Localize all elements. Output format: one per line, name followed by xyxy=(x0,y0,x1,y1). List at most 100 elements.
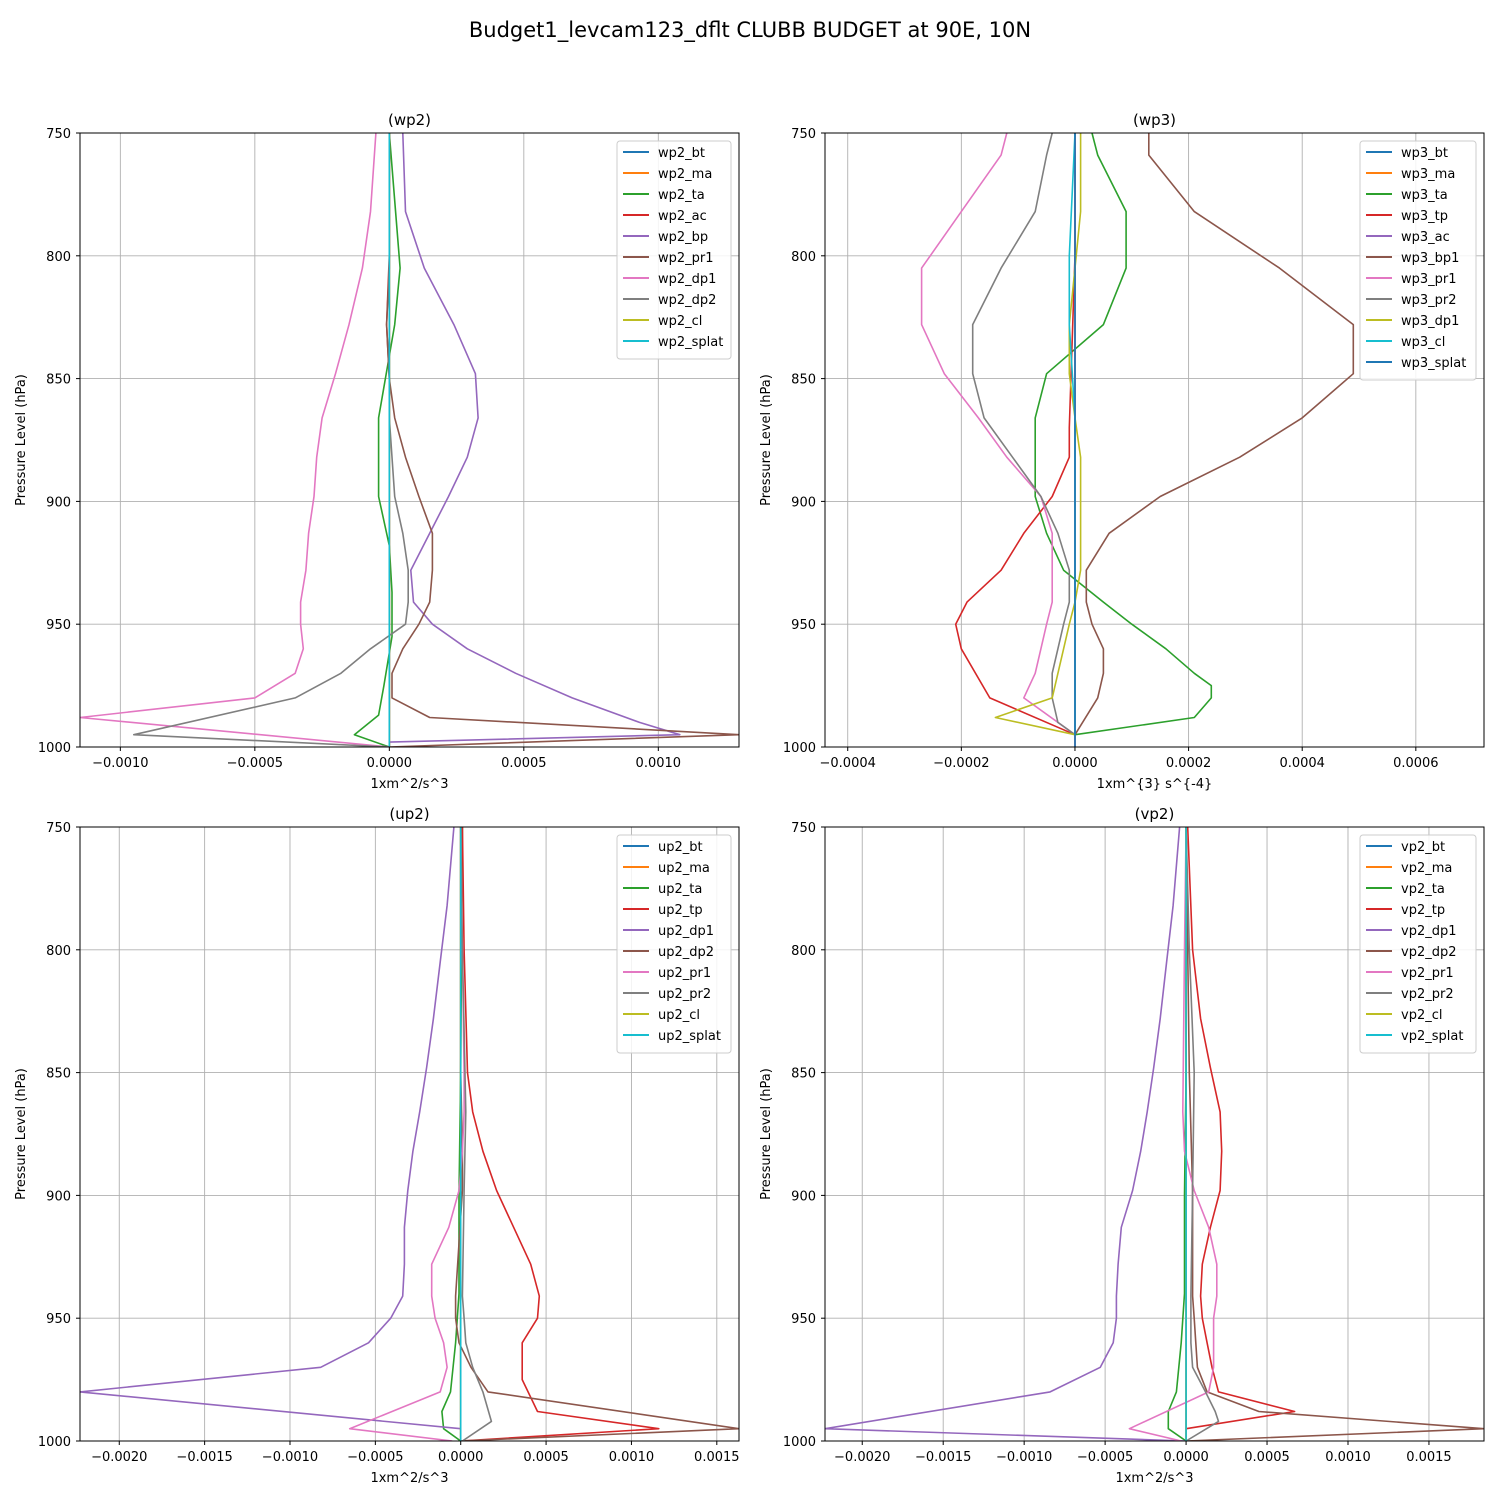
panel-title: (up2) xyxy=(389,805,429,823)
axes-frame xyxy=(824,132,1485,748)
panel-title: (wp3) xyxy=(1133,111,1176,129)
legend: vp2_bt vp2_ma vp2_ta vp2_tp vp2_dp1 vp2_dp2vp… xyxy=(1359,834,1477,1054)
legend: wp3_bt wp3_ma wp3_ta wp3_tp wp3_ac wp3_bp1 wp3… xyxy=(1359,140,1477,381)
x-tick-label: −0.0010 xyxy=(92,756,148,771)
legend-label: vp2_pr2 xyxy=(1401,987,1454,1002)
y-tick-label: 900 xyxy=(46,1189,71,1204)
series-line-up2_pr1 xyxy=(348,827,465,1441)
x-tick-label: 0.0000 xyxy=(367,756,413,771)
x-tick-label: 0.0000 xyxy=(1163,1450,1209,1465)
series-line-vp2_dp1 xyxy=(825,827,1187,1441)
legend-label: vp2_ma xyxy=(1401,861,1452,876)
x-tick-label: 0.0005 xyxy=(501,756,547,771)
x-tick-label: −0.0005 xyxy=(227,756,283,771)
legend-label: vp2_bt xyxy=(1401,840,1445,855)
y-tick-label: 750 xyxy=(791,821,816,836)
legend-label: vp2_dp1 xyxy=(1401,924,1457,939)
y-tick-label: 800 xyxy=(46,250,71,265)
y-tick-label: 950 xyxy=(791,1312,816,1327)
y-axis-label: Pressure Level (hPa) xyxy=(14,374,29,506)
y-tick-label: 950 xyxy=(791,618,816,633)
legend-label: wp3_ma xyxy=(1401,167,1455,182)
x-tick-label: 0.0005 xyxy=(523,1450,569,1465)
legend-label: wp2_pr1 xyxy=(658,251,714,266)
panel-title: (vp2) xyxy=(1135,805,1175,823)
y-axis-label: Pressure Level (hPa) xyxy=(759,1068,774,1200)
chart-panel: −0.0004 −0.0002 0.0000 0.0002 0.0004 0.0006 75… xyxy=(759,111,1485,792)
legend-label: up2_ma xyxy=(658,861,710,876)
x-tick-label: 0.0010 xyxy=(636,756,682,771)
x-tick-label: −0.0004 xyxy=(820,756,876,771)
x-tick-label: −0.0020 xyxy=(91,1450,147,1465)
legend-label: wp2_ma xyxy=(658,167,712,182)
x-tick-label: 0.0015 xyxy=(1406,1450,1452,1465)
legend-label: up2_tp xyxy=(658,903,703,918)
legend-label: wp2_ta xyxy=(658,188,705,203)
x-axis-label: 1xm^{3} s^{-4} xyxy=(1097,777,1213,792)
series-group xyxy=(825,827,1484,1441)
legend-label: wp3_bp1 xyxy=(1401,251,1459,266)
series-line-wp2_pr1 xyxy=(385,133,739,747)
series-line-up2_dp1 xyxy=(80,827,461,1430)
x-tick-label: 0.0000 xyxy=(438,1450,484,1465)
series-line-vp2_pr2 xyxy=(1185,827,1220,1441)
legend-label: wp3_ta xyxy=(1401,188,1448,203)
y-tick-label: 850 xyxy=(791,373,816,388)
legend: wp2_bt wp2_ma wp2_ta wp2_ac wp2_bp wp2_pr1 wp2… xyxy=(616,140,732,360)
legend-label: wp3_ac xyxy=(1401,230,1450,245)
chart-panel: −0.0020 −0.0015 −0.0010 −0.0005 0.0000 0.0005… xyxy=(14,805,740,1486)
y-tick-label: 850 xyxy=(46,373,71,388)
y-tick-label: 800 xyxy=(46,944,71,959)
series-line-wp3_dp1 xyxy=(994,133,1082,736)
x-tick-label: −0.0010 xyxy=(996,1450,1052,1465)
x-tick-label: 0.0010 xyxy=(609,1450,655,1465)
legend-label: up2_bt xyxy=(658,840,703,855)
legend-label: vp2_ta xyxy=(1401,882,1445,897)
y-tick-label: 1000 xyxy=(783,741,816,756)
series-line-wp3_ta xyxy=(1034,133,1213,736)
legend-label: wp2_dp1 xyxy=(658,272,716,287)
legend-label: wp2_bp xyxy=(658,230,708,245)
legend-label: vp2_pr1 xyxy=(1401,966,1454,981)
x-axis-label: 1xm^2/s^3 xyxy=(370,1471,448,1486)
series-group xyxy=(920,133,1355,747)
axes-frame xyxy=(824,826,1485,1442)
y-tick-label: 1000 xyxy=(38,1435,71,1450)
y-tick-label: 750 xyxy=(46,821,71,836)
series-line-wp3_pr2 xyxy=(971,133,1076,736)
x-tick-label: −0.0005 xyxy=(347,1450,403,1465)
y-tick-label: 950 xyxy=(46,1312,71,1327)
legend-box xyxy=(616,140,732,360)
legend-label: up2_cl xyxy=(658,1008,700,1023)
y-tick-label: 850 xyxy=(791,1067,816,1082)
series-line-vp2_dp2 xyxy=(1185,827,1484,1441)
series-line-wp2_bp xyxy=(388,133,681,747)
x-tick-label: −0.0020 xyxy=(834,1450,890,1465)
legend-label: vp2_splat xyxy=(1401,1029,1463,1044)
y-tick-label: 800 xyxy=(791,944,816,959)
legend-label: up2_dp2 xyxy=(658,945,714,960)
series-line-up2_tp xyxy=(460,827,660,1441)
legend-label: vp2_tp xyxy=(1401,903,1445,918)
x-tick-label: 0.0005 xyxy=(1244,1450,1290,1465)
legend-label: wp3_dp1 xyxy=(1401,314,1459,329)
y-tick-label: 1000 xyxy=(783,1435,816,1450)
y-tick-label: 750 xyxy=(46,127,71,142)
legend-label: wp3_pr1 xyxy=(1401,272,1457,287)
legend-label: wp3_cl xyxy=(1401,335,1445,350)
legend-label: up2_dp1 xyxy=(658,924,714,939)
chart-panel: −0.0020 −0.0015 −0.0010 −0.0005 0.0000 0.0005… xyxy=(759,805,1485,1486)
y-axis-label: Pressure Level (hPa) xyxy=(759,374,774,506)
series-line-wp2_dp1 xyxy=(80,133,390,747)
x-tick-label: −0.0002 xyxy=(933,756,989,771)
x-tick-label: 0.0015 xyxy=(694,1450,740,1465)
x-tick-label: −0.0015 xyxy=(915,1450,971,1465)
series-line-wp3_bp1 xyxy=(1074,133,1355,736)
series-line-vp2_tp xyxy=(1185,827,1296,1430)
y-tick-label: 1000 xyxy=(38,741,71,756)
axes-frame xyxy=(79,132,740,748)
y-tick-label: 900 xyxy=(791,1189,816,1204)
legend-box xyxy=(1359,834,1477,1054)
y-tick-label: 900 xyxy=(791,495,816,510)
